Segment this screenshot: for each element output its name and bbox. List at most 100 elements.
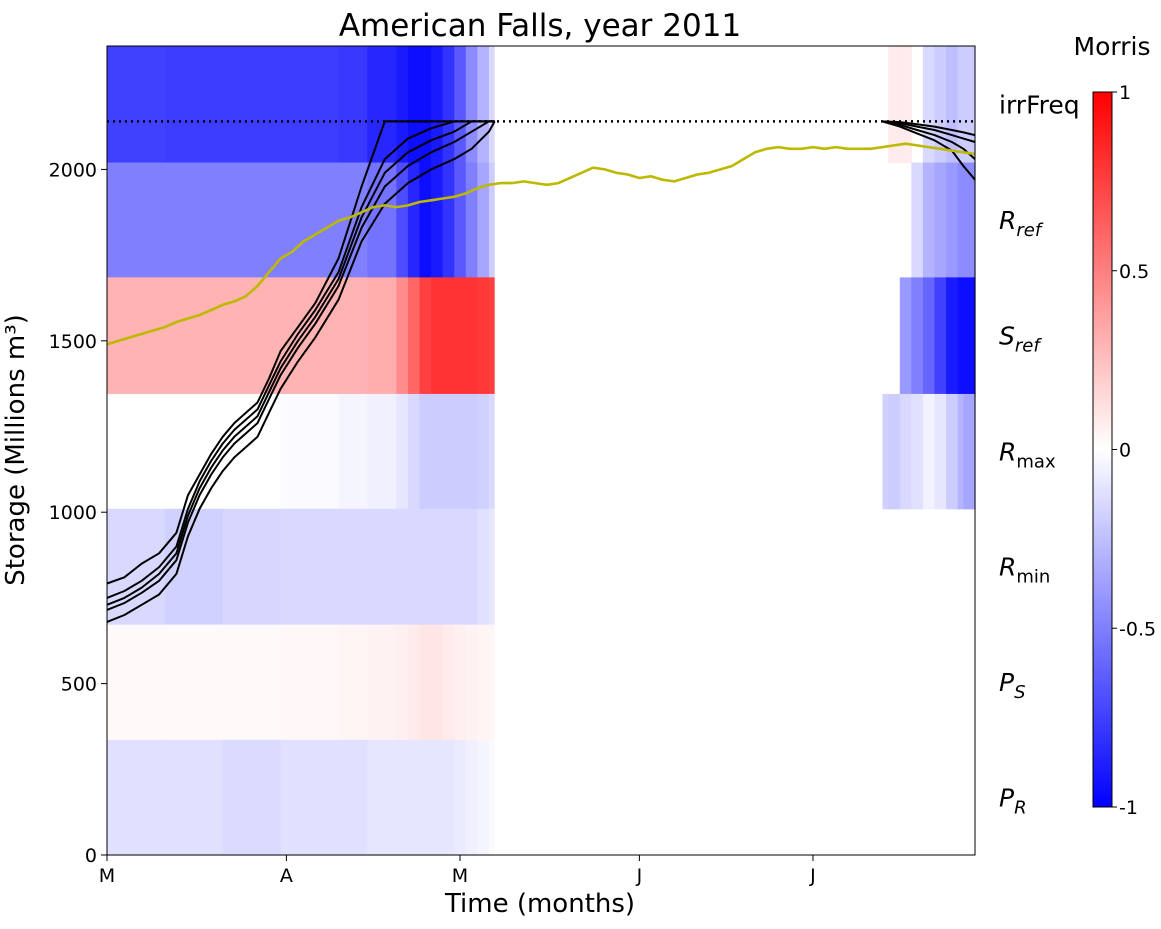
heatmap-cell (396, 508, 409, 626)
heatmap-cell (477, 277, 490, 395)
heatmap-cell (888, 393, 901, 510)
heatmap-cell (934, 393, 947, 510)
colorbar-tick-label: 1 (1119, 82, 1131, 104)
heatmap-cell (222, 624, 282, 741)
colorbar-ticks: 1 0.5 0 -0.5 -1 (1112, 82, 1156, 819)
heatmap-cell (488, 162, 496, 278)
heatmap-cell (494, 624, 976, 741)
heatmap-cell (407, 162, 421, 278)
heatmap-cell (367, 624, 397, 741)
heatmap-cell (396, 393, 409, 510)
heatmap-cell (164, 624, 224, 741)
heatmap-cell (222, 508, 282, 626)
x-tick-label: M (99, 865, 115, 887)
heatmap-cell (494, 162, 976, 278)
heatmap-cell (963, 277, 976, 395)
heatmap-cell (222, 393, 282, 510)
heatmap-cell (431, 277, 444, 395)
heatmap-cell (396, 739, 409, 856)
heatmap-cell (107, 739, 166, 856)
x-tick-label: J (809, 865, 816, 887)
y-tick-label: 1500 (49, 331, 97, 353)
parameter-label: Rmax (999, 437, 1056, 472)
heatmap-cell (367, 277, 397, 395)
heatmap-cell (419, 277, 432, 395)
heatmap-cell (957, 393, 965, 510)
heatmap-cell (280, 739, 340, 856)
heatmap-cell (477, 162, 490, 278)
heatmap-cell (454, 162, 467, 278)
heatmap-cell (442, 162, 455, 278)
heatmap-cell (407, 624, 421, 741)
heatmap-cell (164, 277, 224, 395)
heatmap-cell (477, 739, 490, 856)
heatmap-cell (911, 393, 924, 510)
heatmap-cell (338, 508, 368, 626)
heatmap-cell (899, 277, 912, 395)
heatmap-cell (899, 46, 912, 164)
heatmap-cell (946, 393, 959, 510)
heatmap-cell (396, 277, 409, 395)
heatmap-cell (367, 508, 397, 626)
colorbar-title: Morris (1074, 32, 1151, 61)
heatmap-cell (488, 393, 496, 510)
y-tick-label: 500 (61, 674, 97, 696)
heatmap-cell (419, 393, 432, 510)
heatmap-cell (280, 624, 340, 741)
heatmap-cell (442, 393, 455, 510)
heatmap-cell (899, 393, 912, 510)
heatmap-cell (934, 46, 947, 164)
heatmap-cell (419, 624, 432, 741)
heatmap-cell (957, 277, 965, 395)
heatmap-cell (396, 624, 409, 741)
heatmap-cell (922, 393, 936, 510)
colorbar-tick-label: 0 (1119, 440, 1131, 462)
x-axis-label: Time (months) (444, 889, 635, 919)
heatmap-cell (477, 624, 490, 741)
heatmap-cell (465, 508, 478, 626)
heatmap-cell (280, 393, 340, 510)
heatmap-cell (442, 739, 455, 856)
heatmap-cell (107, 393, 166, 510)
heatmap-cell (164, 162, 224, 278)
storage-trajectory-line (106, 120, 495, 599)
heatmap-cell (431, 508, 444, 626)
parameter-label: irrFreq (999, 90, 1080, 119)
heatmap-cell (934, 277, 947, 395)
heatmap-cell (946, 277, 959, 395)
heatmap-cell (442, 277, 455, 395)
heatmap-cell (431, 162, 444, 278)
heatmap-cell (494, 508, 976, 626)
storage-trajectory-line (882, 120, 976, 143)
heatmap-cell (477, 46, 490, 164)
heatmap-cell (431, 393, 444, 510)
storage-trajectory-line (106, 120, 496, 623)
parameter-label: Sref (999, 322, 1042, 357)
heatmap-cell (882, 393, 889, 510)
heatmap-cell (454, 739, 467, 856)
heatmap-cell (419, 739, 432, 856)
y-axis: 0 500 1000 1500 2000 (49, 159, 107, 867)
heatmap-cell (911, 162, 924, 278)
heatmap-cell (465, 624, 478, 741)
heatmap-cell (957, 162, 965, 278)
heatmap-cell (454, 393, 467, 510)
heatmap-cell (442, 624, 455, 741)
heatmap-cell (488, 624, 496, 741)
heatmap-cell (488, 277, 496, 395)
parameter-label: Rref (999, 206, 1044, 241)
heatmap-cell (963, 46, 976, 164)
heatmap-cell (454, 624, 467, 741)
heatmap-cell (164, 508, 224, 626)
heatmap-cell (465, 277, 478, 395)
heatmap-cell (367, 162, 397, 278)
heatmap-cell (107, 46, 166, 164)
heatmap-cell (946, 162, 959, 278)
heatmap-cell (488, 46, 496, 164)
x-tick-label: A (280, 865, 293, 887)
heatmap-cell (494, 739, 976, 856)
heatmap-cell (338, 277, 368, 395)
heatmap-cell (107, 162, 166, 278)
y-tick-label: 2000 (49, 159, 97, 181)
